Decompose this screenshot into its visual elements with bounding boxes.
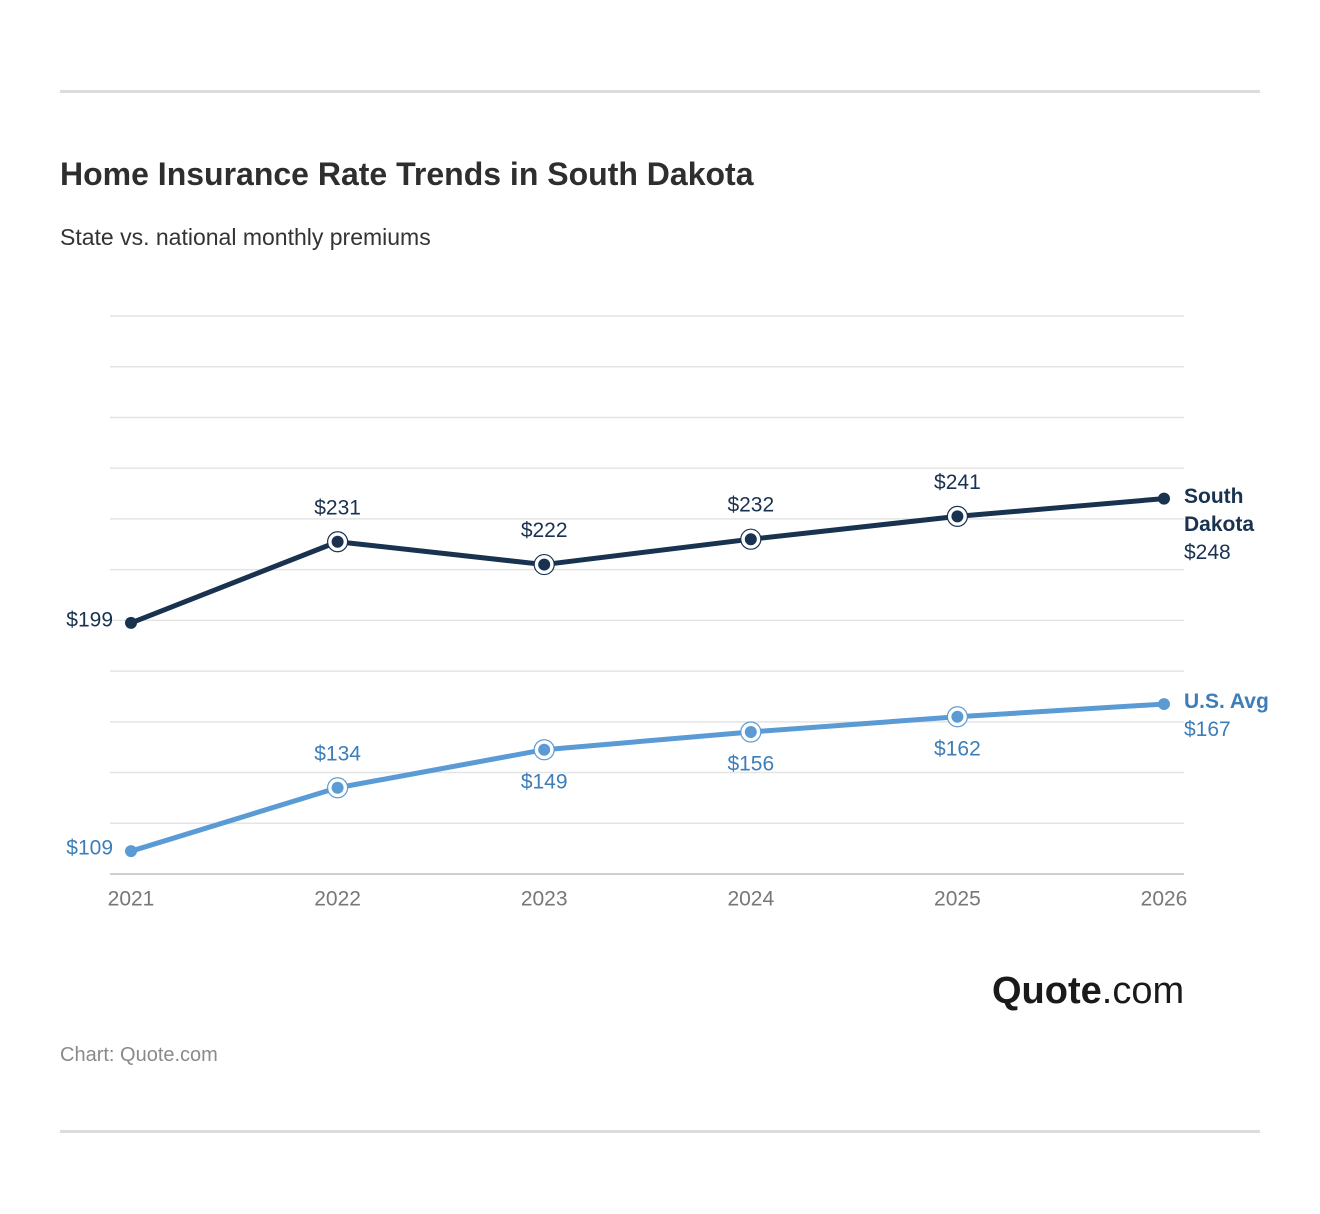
point	[125, 616, 137, 629]
bottom-rule	[60, 1130, 1260, 1133]
series-line	[130, 701, 1165, 854]
end-label: U.S. Avg $167	[1184, 688, 1274, 744]
chart-subtitle: State vs. national monthly premiums	[60, 224, 431, 250]
point	[331, 781, 344, 794]
x-tick-label: 2025	[934, 888, 981, 911]
value-label: $232	[727, 494, 774, 517]
point	[125, 845, 137, 858]
value-label: $156	[727, 753, 774, 776]
source: Chart: Quote.com	[60, 1044, 218, 1066]
chart-title: Home Insurance Rate Trends in South Dako…	[60, 156, 754, 192]
legend-label: South Dakota	[1184, 484, 1255, 536]
value-label: $167	[1184, 718, 1231, 742]
logo-suffix: .com	[1101, 970, 1185, 1012]
value-label: $222	[521, 519, 568, 542]
x-tick-label: 2026	[1141, 888, 1188, 911]
point	[951, 510, 964, 523]
value-label: $134	[314, 742, 361, 765]
end-label: South Dakota $248	[1184, 483, 1274, 567]
value-label: $109	[66, 837, 113, 860]
x-tick-label: 2022	[314, 888, 361, 911]
point	[744, 533, 757, 546]
logo: Quote.com	[992, 970, 1184, 1013]
value-label: $248	[1184, 540, 1231, 564]
value-label: $149	[521, 770, 568, 793]
value-label: $241	[934, 471, 981, 494]
point	[744, 725, 757, 738]
value-label: $162	[934, 737, 981, 760]
point	[331, 535, 344, 548]
logo-brand: Quote	[992, 970, 1102, 1012]
value-label: $231	[314, 496, 361, 519]
legend-label: U.S. Avg	[1184, 690, 1269, 714]
series-line	[130, 496, 1165, 626]
point	[1158, 492, 1170, 505]
point	[538, 743, 551, 756]
point	[538, 558, 551, 571]
point	[951, 710, 964, 723]
point	[1158, 698, 1170, 711]
x-tick-label: 2024	[727, 888, 774, 911]
value-label: $199	[66, 608, 113, 631]
top-rule	[60, 90, 1260, 93]
x-tick-label: 2023	[521, 888, 568, 911]
x-tick-label: 2021	[108, 888, 155, 911]
